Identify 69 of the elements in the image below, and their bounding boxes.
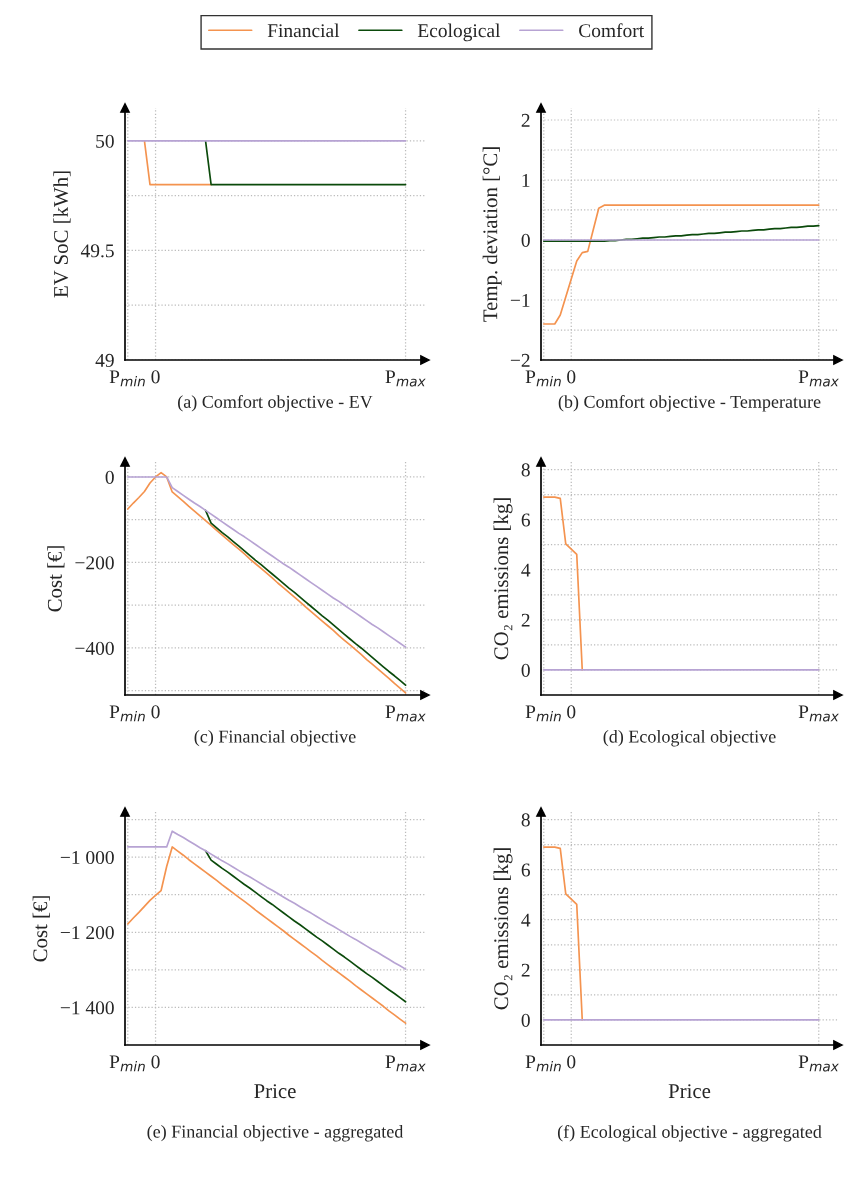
y-axis-title: CO₂ emissions [kg] xyxy=(493,848,513,1010)
x-tick-label: P$_{min}$ xyxy=(525,370,561,387)
x-tick-label: P$_{max}$ xyxy=(798,705,839,722)
text: (e) Financial objective - aggregated xyxy=(147,1125,404,1142)
y-tick-label: 50 xyxy=(96,134,114,148)
line-series xyxy=(126,846,407,1025)
y-tick-label: 6 xyxy=(521,513,530,527)
y-tick-label: 0 xyxy=(521,663,530,677)
y-tick-label: −1 xyxy=(510,293,530,307)
line-series xyxy=(126,476,407,648)
x-tick-label: 0 xyxy=(567,1055,576,1069)
y-tick-label: −200 xyxy=(75,556,114,570)
y-tick-label: −1 000 xyxy=(60,850,114,865)
x-tick-label: 0 xyxy=(151,1055,160,1069)
x-tick-label: P$_{min}$ xyxy=(109,1055,145,1072)
x-tick-label: P$_{max}$ xyxy=(798,370,839,387)
y-axis-title: CO₂ emissions [kg] xyxy=(493,498,513,660)
x-tick-label: P$_{max}$ xyxy=(385,1055,426,1072)
x-tick-label: P$_{min}$ xyxy=(525,1055,561,1072)
x-tick-label: P$_{max}$ xyxy=(385,370,426,387)
x-axis-title: Price xyxy=(668,1084,711,1099)
y-tick-label: 8 xyxy=(521,463,530,477)
x-tick-label: P$_{min}$ xyxy=(525,705,561,722)
text: (d) Ecological objective xyxy=(603,730,776,747)
y-tick-label: 49 xyxy=(95,353,114,367)
y-tick-label: 8 xyxy=(521,813,530,827)
y-tick-label: 0 xyxy=(521,1013,530,1027)
x-tick-label: 0 xyxy=(151,705,160,719)
line-series xyxy=(204,509,407,687)
text: (f) Ecological objective - aggregated xyxy=(557,1125,822,1142)
x-tick-label: P$_{min}$ xyxy=(109,370,145,387)
legend-label: Financial xyxy=(267,23,340,38)
y-tick-label: 4 xyxy=(521,563,531,577)
x-tick-label: 0 xyxy=(567,370,576,384)
y-tick-label: 2 xyxy=(521,613,530,627)
line-series xyxy=(542,204,820,325)
legend-label: Ecological xyxy=(417,23,501,42)
x-tick-label: 0 xyxy=(151,370,160,384)
text: (b) Comfort objective - Temperature xyxy=(558,395,821,412)
x-axis-title: Price xyxy=(254,1084,296,1099)
y-tick-label: 2 xyxy=(521,963,530,977)
y-tick-label: −1 400 xyxy=(60,1001,114,1015)
y-tick-label: −2 xyxy=(510,353,530,367)
line-series xyxy=(542,846,584,1021)
text: (c) Financial objective xyxy=(194,730,356,747)
y-axis-title: EV SoC [kWh] xyxy=(53,171,71,298)
y-tick-label: 0 xyxy=(521,233,530,247)
text: (a) Comfort objective - EV xyxy=(178,395,373,412)
x-tick-label: P$_{min}$ xyxy=(109,705,145,722)
y-axis-title: Cost [€] xyxy=(47,546,65,612)
y-axis-title: Cost [€] xyxy=(32,896,50,962)
line-series xyxy=(204,849,407,1003)
x-tick-label: P$_{max}$ xyxy=(385,705,426,722)
line-series xyxy=(542,496,584,671)
y-tick-label: 0 xyxy=(105,470,114,484)
y-tick-label: −1 200 xyxy=(60,926,114,940)
y-tick-label: 2 xyxy=(521,113,530,127)
y-tick-label: 49.5 xyxy=(80,244,114,258)
line-series xyxy=(126,471,407,694)
line-series xyxy=(542,224,820,243)
x-tick-label: P$_{max}$ xyxy=(798,1055,839,1072)
y-tick-label: 1 xyxy=(522,173,530,187)
x-tick-label: 0 xyxy=(567,705,576,719)
y-tick-label: 6 xyxy=(521,863,530,877)
legend-label: Comfort xyxy=(579,23,645,38)
y-tick-label: 4 xyxy=(521,913,531,927)
line-series xyxy=(126,830,407,970)
y-axis-title: Temp. deviation [°C] xyxy=(482,147,502,322)
y-tick-label: −400 xyxy=(75,641,114,655)
